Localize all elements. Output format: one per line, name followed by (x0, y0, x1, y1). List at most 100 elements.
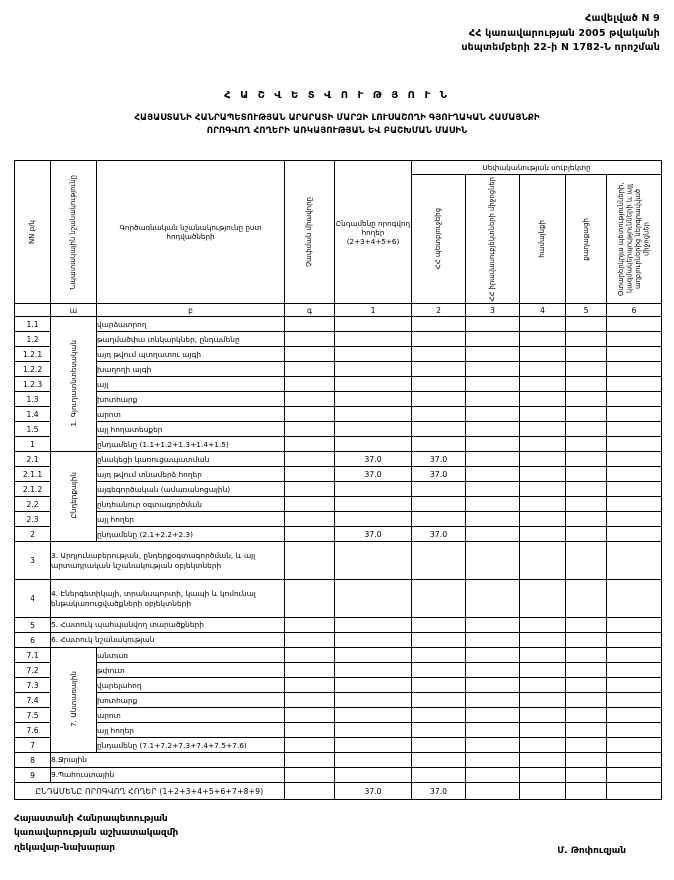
table-row: 8 8.Ջրային (14, 752, 663, 768)
cell-state-budget: 37.0 (411, 782, 466, 800)
cell-community (519, 579, 566, 618)
table-row: 5 5. Հատուկ պահպանվող տարածքների (14, 617, 663, 633)
cell-unit (284, 436, 335, 452)
row-index: 2.1.2 (14, 481, 51, 497)
row-label: այգեգործական (ամառանոցային) (96, 481, 285, 497)
cell-foreign (605, 361, 663, 377)
cell-unit (284, 647, 335, 663)
cell-state-budget (411, 346, 466, 362)
cell-community (519, 451, 566, 467)
row-index: 8 (14, 752, 51, 768)
row-label: 6. Հատուկ նշանակության (50, 632, 285, 648)
cell-legal-entities (465, 406, 520, 422)
cell-legal-entities (465, 632, 520, 648)
group-label-forest: 7. Անտառային (50, 647, 97, 753)
row-label: ընդհանուր օգտագործման (96, 496, 285, 512)
cell-unit (284, 722, 335, 738)
cell-citizen (565, 722, 607, 738)
signature-block: Հայաստանի Հանրապետության կառավարության ա… (14, 812, 661, 856)
header-total-irrigated: Ընդամենը որոգվող հողեր (2+3+4+5+6) (334, 160, 412, 304)
table-row: 2.3 այլ հողեր (14, 511, 663, 527)
header-citizen: քաղաքացի (565, 174, 607, 304)
row-index: 7.2 (14, 662, 51, 678)
row-index: 1.4 (14, 406, 51, 422)
cell-foreign (605, 647, 663, 663)
cell-total (334, 767, 412, 783)
row-index: 1.2 (14, 331, 51, 347)
signatory-line-1: Հայաստանի Հանրապետության (14, 814, 168, 824)
cell-unit (284, 376, 335, 392)
cell-foreign (605, 316, 663, 332)
cell-foreign (605, 677, 663, 693)
row-index: 5 (14, 617, 51, 633)
cell-legal-entities (465, 767, 520, 783)
row-index: 6 (14, 632, 51, 648)
cell-citizen (565, 511, 607, 527)
cell-legal-entities (465, 722, 520, 738)
cell-foreign (605, 722, 663, 738)
signatory-name: Մ. Թոփուզյան (557, 846, 626, 856)
cell-state-budget (411, 579, 466, 618)
cell-legal-entities (465, 496, 520, 512)
decree-line-2: սեպտեմբերի 22-ի N 1782-Ն որոշման (461, 42, 660, 54)
cell-total: 37.0 (334, 782, 412, 800)
cell-community (519, 406, 566, 422)
cell-state-budget (411, 331, 466, 347)
colidx-4: 4 (519, 303, 566, 317)
header-unit: Չափման միավորը (284, 160, 335, 304)
table-row: 2.2 ընդհանուր օգտագործման (14, 496, 663, 512)
row-index: 2.1.1 (14, 466, 51, 482)
table-row: 7.2 թփուտ (14, 662, 663, 678)
table-row: 3 3. Արդյունաբերության, ընդերքօգտագործմա… (14, 541, 663, 580)
table-row: 7.3 վարելահող (14, 677, 663, 693)
cell-foreign (605, 376, 663, 392)
table-row: 7.4 խոտհարք (14, 692, 663, 708)
table-row-subtotal: 7 ընդամենը (7.1+7.2+7.3+7.4+7.5+7.6) (14, 737, 663, 753)
cell-legal-entities (465, 526, 520, 542)
row-index: 1.2.1 (14, 346, 51, 362)
cell-citizen (565, 481, 607, 497)
cell-foreign (605, 541, 663, 580)
cell-citizen (565, 617, 607, 633)
cell-foreign (605, 451, 663, 467)
row-label: արոտ (96, 707, 285, 723)
cell-citizen (565, 376, 607, 392)
row-label: 4. Էներգետիկայի, տրանսպորտի, կապի և կոմո… (50, 579, 285, 618)
header-foreign-sources: Օտարերկրյա պետությունների, կազմակերպությ… (605, 174, 663, 304)
row-label: վարելահող (96, 677, 285, 693)
table-row: 2.1 Ընդերքային ընակեցի կառուցապատման 37.… (14, 451, 663, 542)
cell-unit (284, 752, 335, 768)
cell-citizen (565, 526, 607, 542)
row-index: 2 (14, 526, 51, 542)
report-table: NN p/կ Նպատակային նշանակությունը Գործառն… (14, 160, 663, 800)
page-title: Հ Ա Շ Վ Ե Տ Վ Ո Ւ Թ Յ Ո Ւ Ն (224, 90, 450, 101)
cell-citizen (565, 579, 607, 618)
cell-total (334, 662, 412, 678)
cell-foreign (605, 391, 663, 407)
colidx-3: 3 (465, 303, 520, 317)
cell-citizen (565, 692, 607, 708)
row-index: 1.2.3 (14, 376, 51, 392)
row-label: արոտ (96, 406, 285, 422)
row-label: խոտհարք (96, 692, 285, 708)
table-row: 6 6. Հատուկ նշանակության (14, 632, 663, 648)
cell-foreign (605, 406, 663, 422)
row-label: այլ հողեր (96, 722, 285, 738)
cell-total (334, 632, 412, 648)
colidx-g: գ (284, 303, 335, 317)
cell-community (519, 632, 566, 648)
table-row-grand-total: ԸՆԴԱՄԵՆԸ ՈՐՈԳՎՈՂ ՀՈՂԵՐ (1+2+3+4+5+6+7+8+… (14, 782, 663, 800)
cell-citizen (565, 541, 607, 580)
cell-legal-entities (465, 376, 520, 392)
cell-citizen (565, 782, 607, 800)
cell-foreign (605, 662, 663, 678)
cell-community (519, 376, 566, 392)
row-label: ընդամենը (1.1+1.2+1.3+1.4+1.5) (96, 436, 285, 452)
cell-legal-entities (465, 737, 520, 753)
cell-unit (284, 541, 335, 580)
cell-citizen (565, 496, 607, 512)
header-state-budget: ՀՀ պետբյուջեից (411, 174, 466, 304)
cell-total (334, 436, 412, 452)
signatory-title: Հայաստանի Հանրապետության կառավարության ա… (14, 812, 178, 855)
